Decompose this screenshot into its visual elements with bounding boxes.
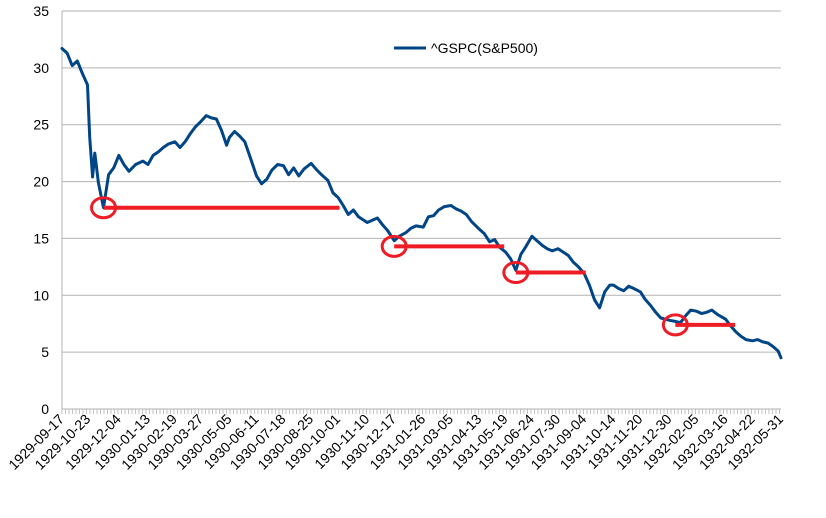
y-tick-label: 10 [33, 287, 49, 303]
series-line [60, 47, 783, 360]
annotation-circle [380, 234, 408, 258]
y-tick-label: 25 [33, 117, 49, 133]
annotation-circle [90, 196, 118, 220]
annotation-circle [661, 313, 689, 337]
y-axis: 0 5 10 15 20 25 30 35 [33, 3, 63, 417]
annotations [90, 196, 736, 337]
y-tick-label: 0 [41, 401, 49, 417]
y-tick-label: 5 [41, 344, 49, 360]
grid-lines [62, 10, 781, 410]
series-layer [60, 47, 783, 360]
legend: ^GSPC(S&P500) [394, 40, 538, 56]
x-axis: 1929-09-171929-10-231929-12-041930-01-13… [5, 409, 786, 473]
y-tick-label: 15 [33, 230, 49, 246]
annotation-circle [502, 261, 530, 285]
y-tick-label: 30 [33, 60, 49, 76]
legend-label: ^GSPC(S&P500) [431, 40, 538, 56]
y-tick-label: 20 [33, 174, 49, 190]
y-tick-label: 35 [33, 3, 49, 19]
